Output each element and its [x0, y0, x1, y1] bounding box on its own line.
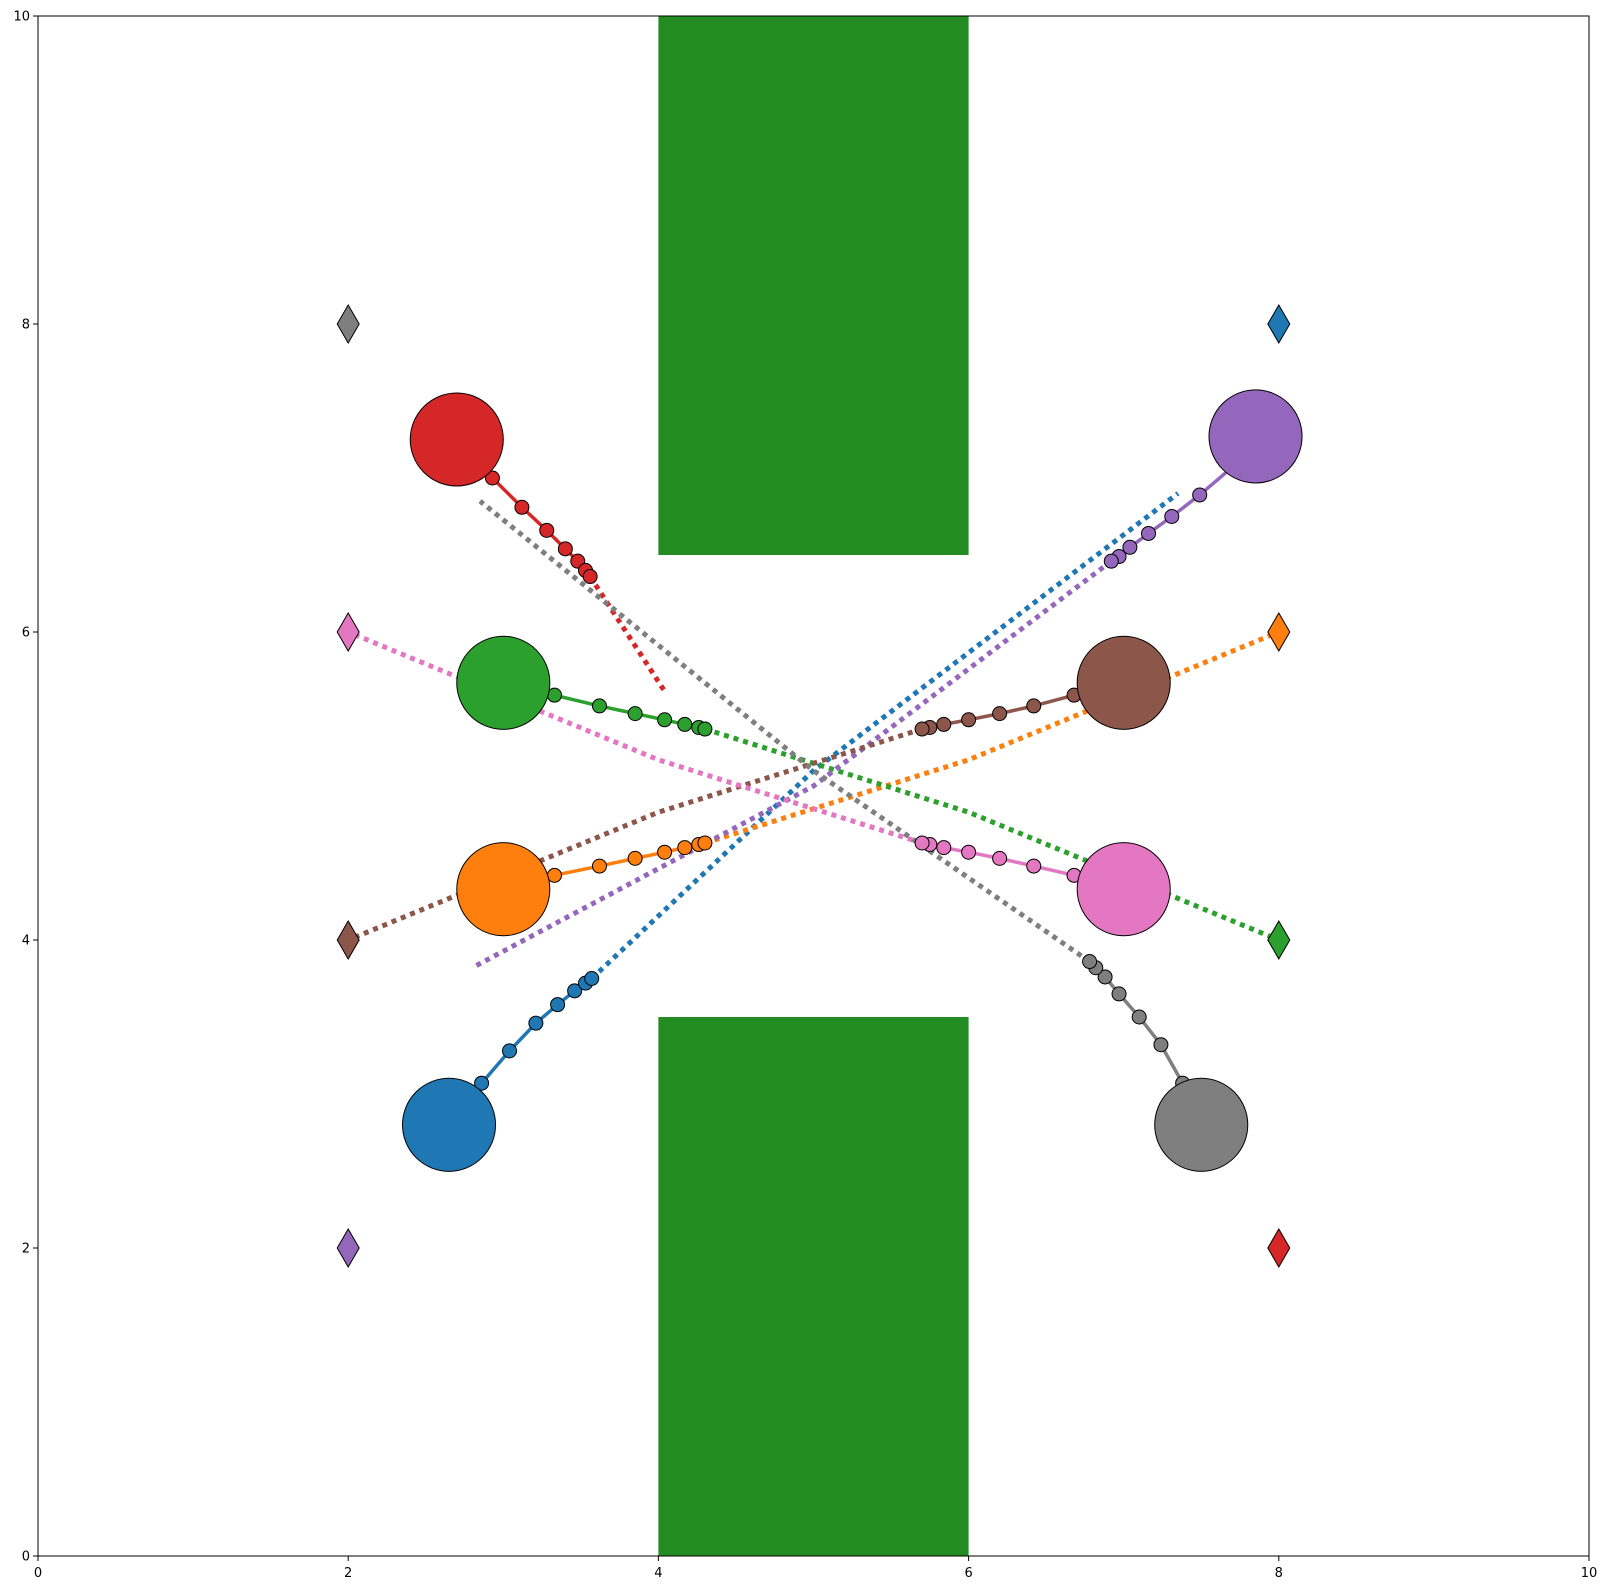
agent-2-body — [456, 842, 551, 937]
agent-7-trajectory-point-4 — [961, 844, 977, 860]
agent-4-trajectory-point-1 — [484, 470, 500, 486]
y-tick-label-4: 4 — [22, 934, 30, 949]
agent-1-goal-marker — [1267, 304, 1291, 344]
y-tick-label-2: 2 — [22, 1242, 30, 1257]
agent-3-trajectory-point-4 — [657, 712, 673, 728]
agent-2-trajectory-point-1 — [546, 867, 562, 883]
agent-6-body — [1076, 635, 1171, 730]
agent-7-planned-path — [347, 629, 923, 846]
agent-4-trajectory-point-4 — [557, 541, 573, 557]
x-tick-label-0: 0 — [34, 1566, 42, 1581]
agent-4-goal-marker — [1267, 1228, 1291, 1268]
y-tick-label-0: 0 — [22, 1550, 30, 1565]
agent-5-trajectory-point-2 — [1192, 487, 1208, 503]
agent-8-trajectory-point-7 — [1082, 954, 1098, 970]
agent-5-body — [1208, 389, 1303, 484]
y-tick-label-8: 8 — [22, 318, 30, 333]
agent-3-goal-marker — [1267, 920, 1291, 960]
x-tick-label-6: 6 — [964, 1566, 972, 1581]
agent-7-trajectory-point-2 — [1026, 858, 1042, 874]
agent-5-trajectory-point-7 — [1103, 553, 1119, 569]
agent-6-planned-path — [347, 726, 923, 943]
agent-4-trajectory-point-7 — [582, 569, 598, 585]
agent-7-trajectory-point-3 — [992, 850, 1008, 866]
agent-4-planned-path — [588, 575, 669, 695]
agent-6-trajectory-point-5 — [936, 716, 952, 732]
agent-2-trajectory-point-7 — [697, 835, 713, 851]
agent-4-trajectory-point-2 — [514, 499, 530, 515]
agent-3-body — [456, 635, 551, 730]
agent-8-trajectory-point-5 — [1097, 969, 1113, 985]
agent-1-trajectory-point-7 — [584, 971, 600, 986]
agent-7-trajectory-point-7 — [914, 835, 930, 851]
agent-8-body — [1154, 1077, 1249, 1172]
agent-8-trajectory-point-4 — [1111, 986, 1127, 1002]
agent-2-trajectory-point-4 — [657, 844, 673, 860]
obstacle-rect-1 — [658, 16, 969, 555]
agent-7-trajectory-point-5 — [936, 840, 952, 856]
agent-3-trajectory-point-5 — [677, 716, 693, 732]
agent-2-trajectory-point-3 — [627, 850, 643, 866]
agent-5-trajectory-point-5 — [1122, 539, 1138, 555]
agent-5-planned-path — [471, 559, 1113, 970]
agent-6-trajectory-point-7 — [914, 721, 930, 737]
y-tick-label-6: 6 — [22, 626, 30, 641]
obstacle-rect-2 — [658, 1017, 969, 1556]
agent-8-trajectory-point-2 — [1153, 1037, 1169, 1053]
agent-5-goal-marker — [336, 1228, 360, 1268]
agent-6-goal-marker — [336, 920, 360, 960]
x-tick-label-2: 2 — [344, 1566, 352, 1581]
axes: 0 2 4 6 8 10 0 2 4 6 8 10 — [13, 10, 1597, 1582]
agent-7-body — [1076, 842, 1171, 937]
agent-1-trajectory-point-1 — [474, 1075, 490, 1091]
agent-1-planned-path — [589, 491, 1180, 981]
agent-1-trajectory-point-5 — [567, 983, 583, 999]
agent-2-trajectory-point-2 — [591, 858, 607, 874]
agent-7-goal-marker — [336, 612, 360, 652]
agent-2-trajectory-point-5 — [677, 840, 693, 856]
agent-2-planned-path — [704, 629, 1280, 846]
plot-area — [336, 16, 1303, 1556]
agent-5-trajectory-point-3 — [1164, 509, 1180, 524]
y-tick-label-10: 10 — [13, 10, 30, 25]
agent-4-trajectory-point-3 — [539, 522, 555, 538]
axes-frame — [37, 15, 1590, 1557]
agent-1-trajectory-point-4 — [550, 997, 566, 1013]
agent-8-trajectory-point-3 — [1131, 1009, 1147, 1025]
x-tick-label-10: 10 — [1581, 1566, 1598, 1581]
agent-1-trajectory-point-2 — [502, 1043, 518, 1059]
agent-3-trajectory-point-3 — [627, 706, 643, 722]
agent-3-trajectory-point-2 — [591, 698, 607, 714]
agent-8-goal-marker — [336, 304, 360, 344]
agent-3-trajectory-point-7 — [697, 721, 713, 737]
x-tick-label-8: 8 — [1275, 1566, 1283, 1581]
agent-1-body — [401, 1077, 497, 1172]
x-tick-label-4: 4 — [654, 1566, 662, 1581]
agent-8-planned-path — [478, 499, 1092, 964]
agent-1-trajectory-point-3 — [528, 1015, 544, 1031]
agent-6-trajectory-point-3 — [992, 706, 1008, 722]
agent-2-goal-marker — [1267, 612, 1291, 652]
agent-4-body — [409, 392, 504, 487]
agent-6-trajectory-point-4 — [961, 712, 977, 728]
agent-6-trajectory-point-2 — [1026, 698, 1042, 714]
agent-5-trajectory-point-4 — [1141, 525, 1157, 541]
